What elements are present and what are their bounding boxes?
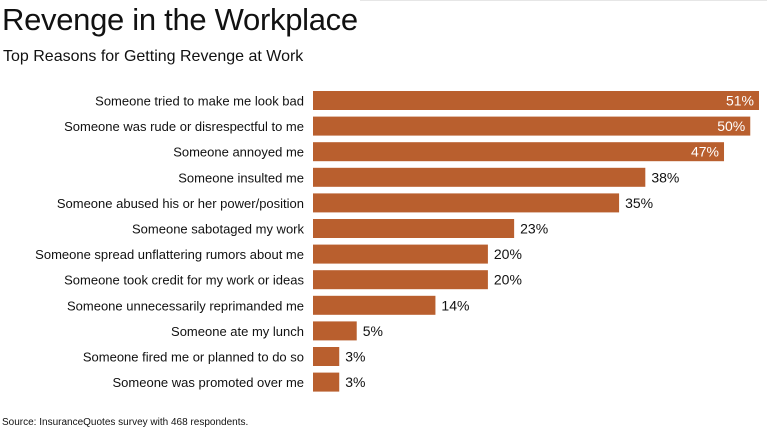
chart-subtitle: Top Reasons for Getting Revenge at Work xyxy=(3,48,304,65)
data-label: 3% xyxy=(345,349,365,365)
bar xyxy=(313,295,436,315)
bar xyxy=(313,116,751,136)
category-label: Someone abused his or her power/position xyxy=(57,196,304,211)
category-label: Someone ate my lunch xyxy=(171,324,304,339)
bar xyxy=(313,167,646,187)
bar xyxy=(313,347,340,366)
data-label: 20% xyxy=(494,246,522,262)
bar xyxy=(313,193,620,213)
source-note: Source: InsuranceQuotes survey with 468 … xyxy=(2,417,249,428)
data-label: 35% xyxy=(625,195,653,211)
top-divider xyxy=(360,0,767,1)
data-label: 5% xyxy=(363,323,383,339)
category-label: Someone unnecessarily reprimanded me xyxy=(67,298,304,313)
bar xyxy=(313,142,725,162)
data-label: 38% xyxy=(651,169,679,185)
category-label: Someone was promoted over me xyxy=(113,375,304,390)
category-label: Someone took credit for my work or ideas xyxy=(64,273,304,288)
category-label: Someone insulted me xyxy=(178,170,304,185)
data-label: 3% xyxy=(345,374,365,390)
data-label: 50% xyxy=(717,118,745,134)
category-label: Someone sabotaged my work xyxy=(132,222,304,237)
data-label: 47% xyxy=(691,144,719,160)
data-label: 20% xyxy=(494,272,522,288)
chart-title: Revenge in the Workplace xyxy=(2,2,358,37)
category-label: Someone spread unflattering rumors about… xyxy=(35,247,304,262)
bar xyxy=(313,372,340,392)
bar xyxy=(313,219,515,238)
category-label: Someone annoyed me xyxy=(173,145,304,160)
bar xyxy=(313,321,357,341)
data-label: 23% xyxy=(520,221,548,237)
bar xyxy=(313,91,759,110)
data-label: 51% xyxy=(726,93,754,109)
bar xyxy=(313,244,488,264)
category-label: Someone fired me or planned to do so xyxy=(83,350,304,365)
data-label: 14% xyxy=(441,297,469,313)
category-label: Someone was rude or disrespectful to me xyxy=(64,119,304,134)
category-label: Someone tried to make me look bad xyxy=(95,94,304,109)
bar xyxy=(313,270,488,290)
